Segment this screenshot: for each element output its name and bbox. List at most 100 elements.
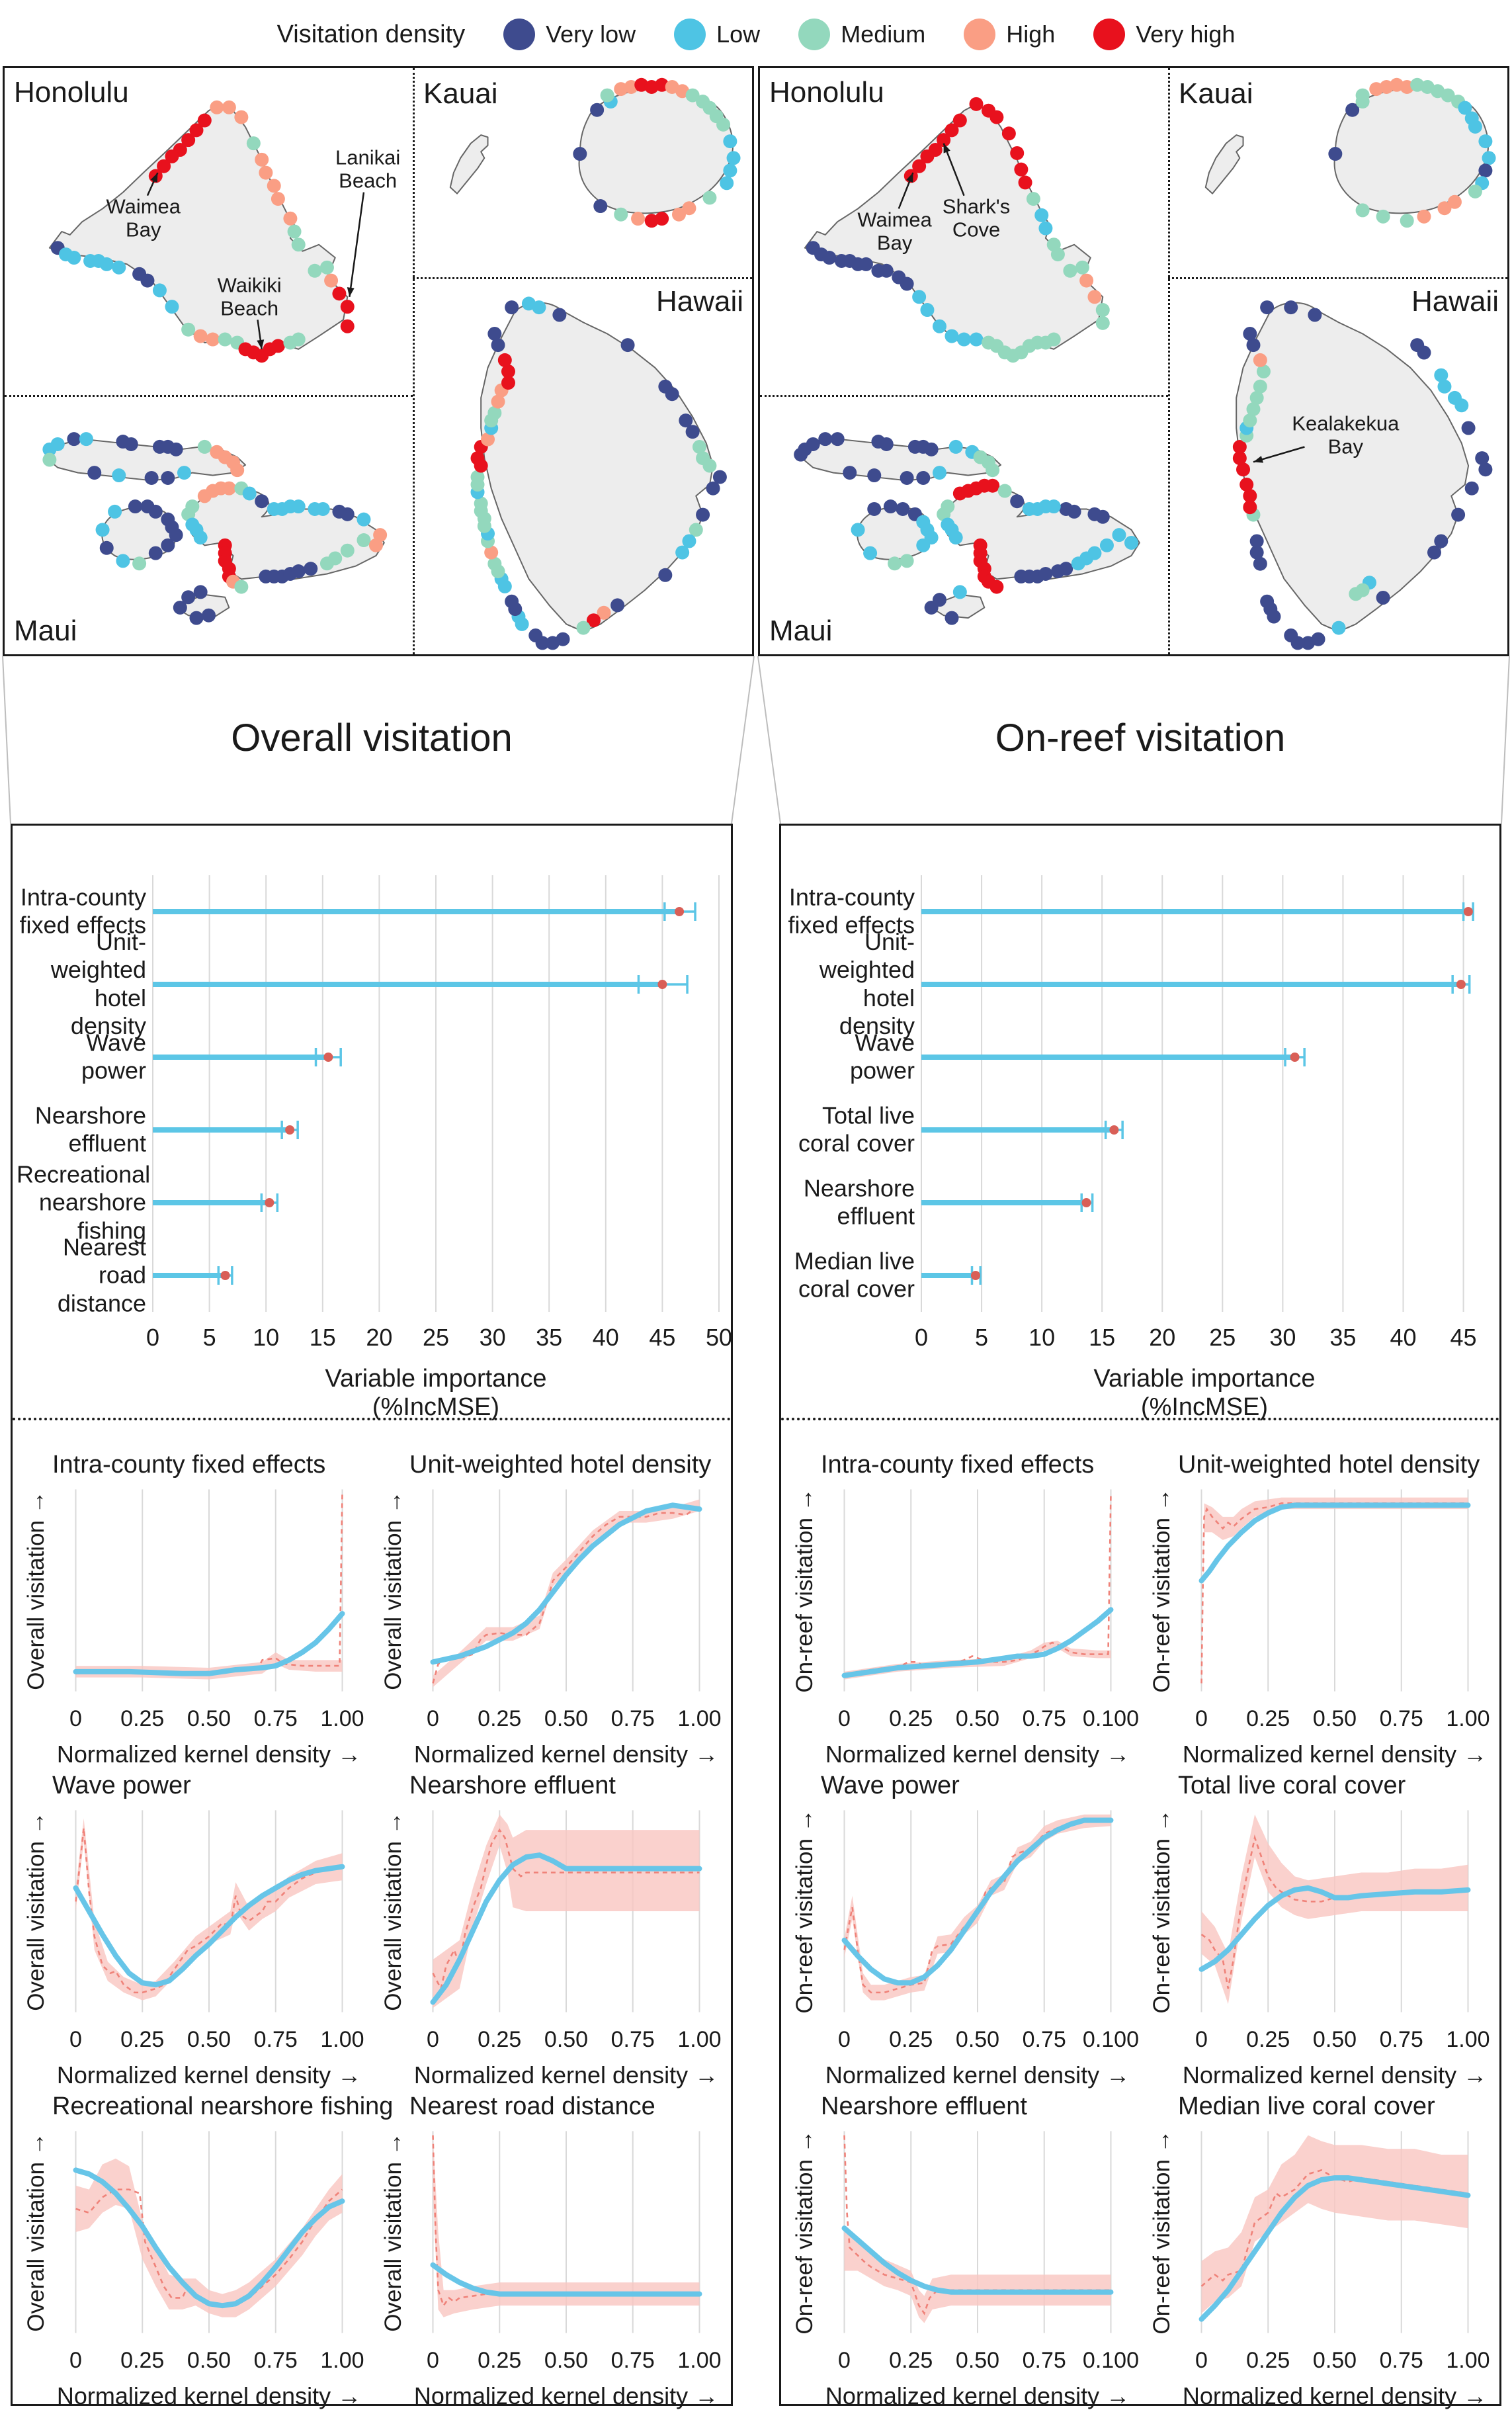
island-outline-oahu <box>50 104 347 352</box>
site-dot-lo <box>1038 221 1053 236</box>
pdp-y-axis-label: On-reef visitation → <box>1149 1809 1175 2014</box>
submap-label-kauai: Kauai <box>423 77 498 110</box>
site-dot-vh <box>332 286 347 301</box>
site-dot-md <box>1046 332 1061 347</box>
pdp-x-axis-label: Normalized kernel density → <box>413 1741 719 1768</box>
map-annotation: Waimea Bay <box>857 208 932 254</box>
site-dot-md <box>1253 379 1267 394</box>
chart-box-onreef: Intra-county fixed effects Unit-weighted … <box>779 824 1501 2409</box>
island-outline-bigisland <box>1236 302 1468 631</box>
site-dot-vl <box>1478 163 1493 178</box>
site-dot-vl <box>1249 545 1264 560</box>
site-dot-vl <box>830 432 845 447</box>
site-dot-lo <box>242 486 257 501</box>
submap-svg-honolulu <box>760 97 1110 363</box>
legend-item-label: Very high <box>1136 21 1236 48</box>
importance-category-label: Intra-county fixed effects <box>19 883 146 939</box>
pdp-y-axis-label: On-reef visitation → <box>1149 1488 1175 1693</box>
site-dot-vl <box>181 590 196 605</box>
site-dot-lo <box>969 332 984 347</box>
site-dot-lo <box>177 466 191 480</box>
pdp-plot-overall-4 <box>64 2127 354 2337</box>
site-dot-vl <box>1301 636 1316 650</box>
site-dot-lo <box>95 523 110 537</box>
submap-label-maui: Maui <box>14 615 77 647</box>
importance-category-label: Wave power <box>81 1029 146 1084</box>
pdp-x-tick-label: 0.75 <box>610 1706 655 1731</box>
importance-bar <box>921 909 1468 914</box>
smoothed-curve <box>76 1867 343 1985</box>
importance-bar <box>921 1200 1087 1205</box>
smoothed-curve <box>1202 2178 1468 2319</box>
pdp-x-tick-label: 0.25 <box>889 2027 933 2052</box>
site-dot-md <box>474 496 488 511</box>
importance-x-axis-label: Variable importance (%IncMSE) <box>1093 1365 1316 1421</box>
confidence-band <box>433 2135 700 2317</box>
site-dot-vl <box>87 466 102 480</box>
importance-bar <box>921 1273 976 1278</box>
site-dot-md <box>181 322 196 337</box>
site-dot-lo <box>79 432 93 447</box>
site-dot-vl <box>332 504 347 519</box>
site-dot-vl <box>843 466 857 480</box>
site-dot-vl <box>696 507 710 522</box>
site-dot-lo <box>726 151 741 165</box>
island-group <box>450 89 733 214</box>
site-dot-vl <box>99 540 114 555</box>
smoothed-curve <box>433 1505 700 1662</box>
site-dot-vl <box>658 568 673 582</box>
site-dot-md <box>997 484 1012 498</box>
site-dot-hi <box>1087 290 1102 304</box>
site-dot-vl <box>712 470 727 484</box>
site-dot-hi <box>222 481 236 496</box>
site-dot-lo <box>952 585 967 599</box>
site-dot-lo <box>99 257 114 271</box>
site-dot-lo <box>193 531 208 545</box>
importance-category-label: Unit-weighted hotel density <box>50 928 146 1040</box>
site-dot-vh <box>157 159 171 173</box>
site-dot-vh <box>497 353 512 367</box>
pdp-x-axis-label: Normalized kernel density → <box>1182 2061 1488 2089</box>
importance-bar <box>153 1200 270 1205</box>
site-dot-vl <box>1059 501 1073 516</box>
pdp-title: Nearest road distance <box>409 2092 655 2120</box>
site-dot-vl <box>1427 545 1441 560</box>
site-dot-md <box>246 136 261 151</box>
importance-bar <box>153 982 663 987</box>
pdp-x-tick-label: 1.00 <box>1446 2348 1490 2373</box>
smoothed-curve <box>845 1820 1111 1983</box>
site-dot-vl <box>1308 308 1322 322</box>
panel-divider-horizontal-right <box>1168 277 1507 279</box>
pdp-x-tick-label: 0.25 <box>1246 2027 1290 2052</box>
x-tick-label: 30 <box>1269 1324 1296 1351</box>
pdp-x-tick-label: 0 <box>69 2348 82 2373</box>
site-dot-lo <box>851 523 865 537</box>
pdp-x-tick-label: 0 <box>838 2348 851 2373</box>
legend-color-dot-icon <box>1093 19 1126 50</box>
site-dot-hi <box>1437 201 1452 216</box>
importance-bar <box>921 1055 1295 1060</box>
site-dot-md <box>308 263 322 278</box>
importance-bar <box>921 1127 1114 1133</box>
site-dot-md <box>614 207 628 222</box>
site-dot-lo <box>863 546 878 560</box>
site-dot-vh <box>1236 462 1251 477</box>
pdp-plot-overall-1 <box>421 1485 711 1696</box>
smoothed-curve <box>433 2265 700 2294</box>
pdp-title: Unit-weighted hotel density <box>1178 1451 1480 1479</box>
pdp-x-tick-label: 0.50 <box>1312 2348 1357 2373</box>
importance-mean-dot <box>1109 1125 1119 1135</box>
site-dot-vh <box>165 149 179 163</box>
site-dot-md <box>1249 390 1264 405</box>
site-dot-vh <box>1239 478 1254 492</box>
site-dot-vh <box>920 149 935 163</box>
submap-label-maui: Maui <box>769 615 833 647</box>
submap-svg-hawaii <box>470 296 727 650</box>
pdp-x-tick-label: 0.25 <box>889 2348 933 2373</box>
site-dot-lo <box>932 319 946 333</box>
importance-mean-dot <box>265 1198 274 1207</box>
pdp-x-tick-label: 0.75 <box>253 2348 298 2373</box>
pdp-x-tick-label: 0.50 <box>955 1706 1000 1731</box>
pdp-plot-onreef-5 <box>1190 2127 1480 2337</box>
